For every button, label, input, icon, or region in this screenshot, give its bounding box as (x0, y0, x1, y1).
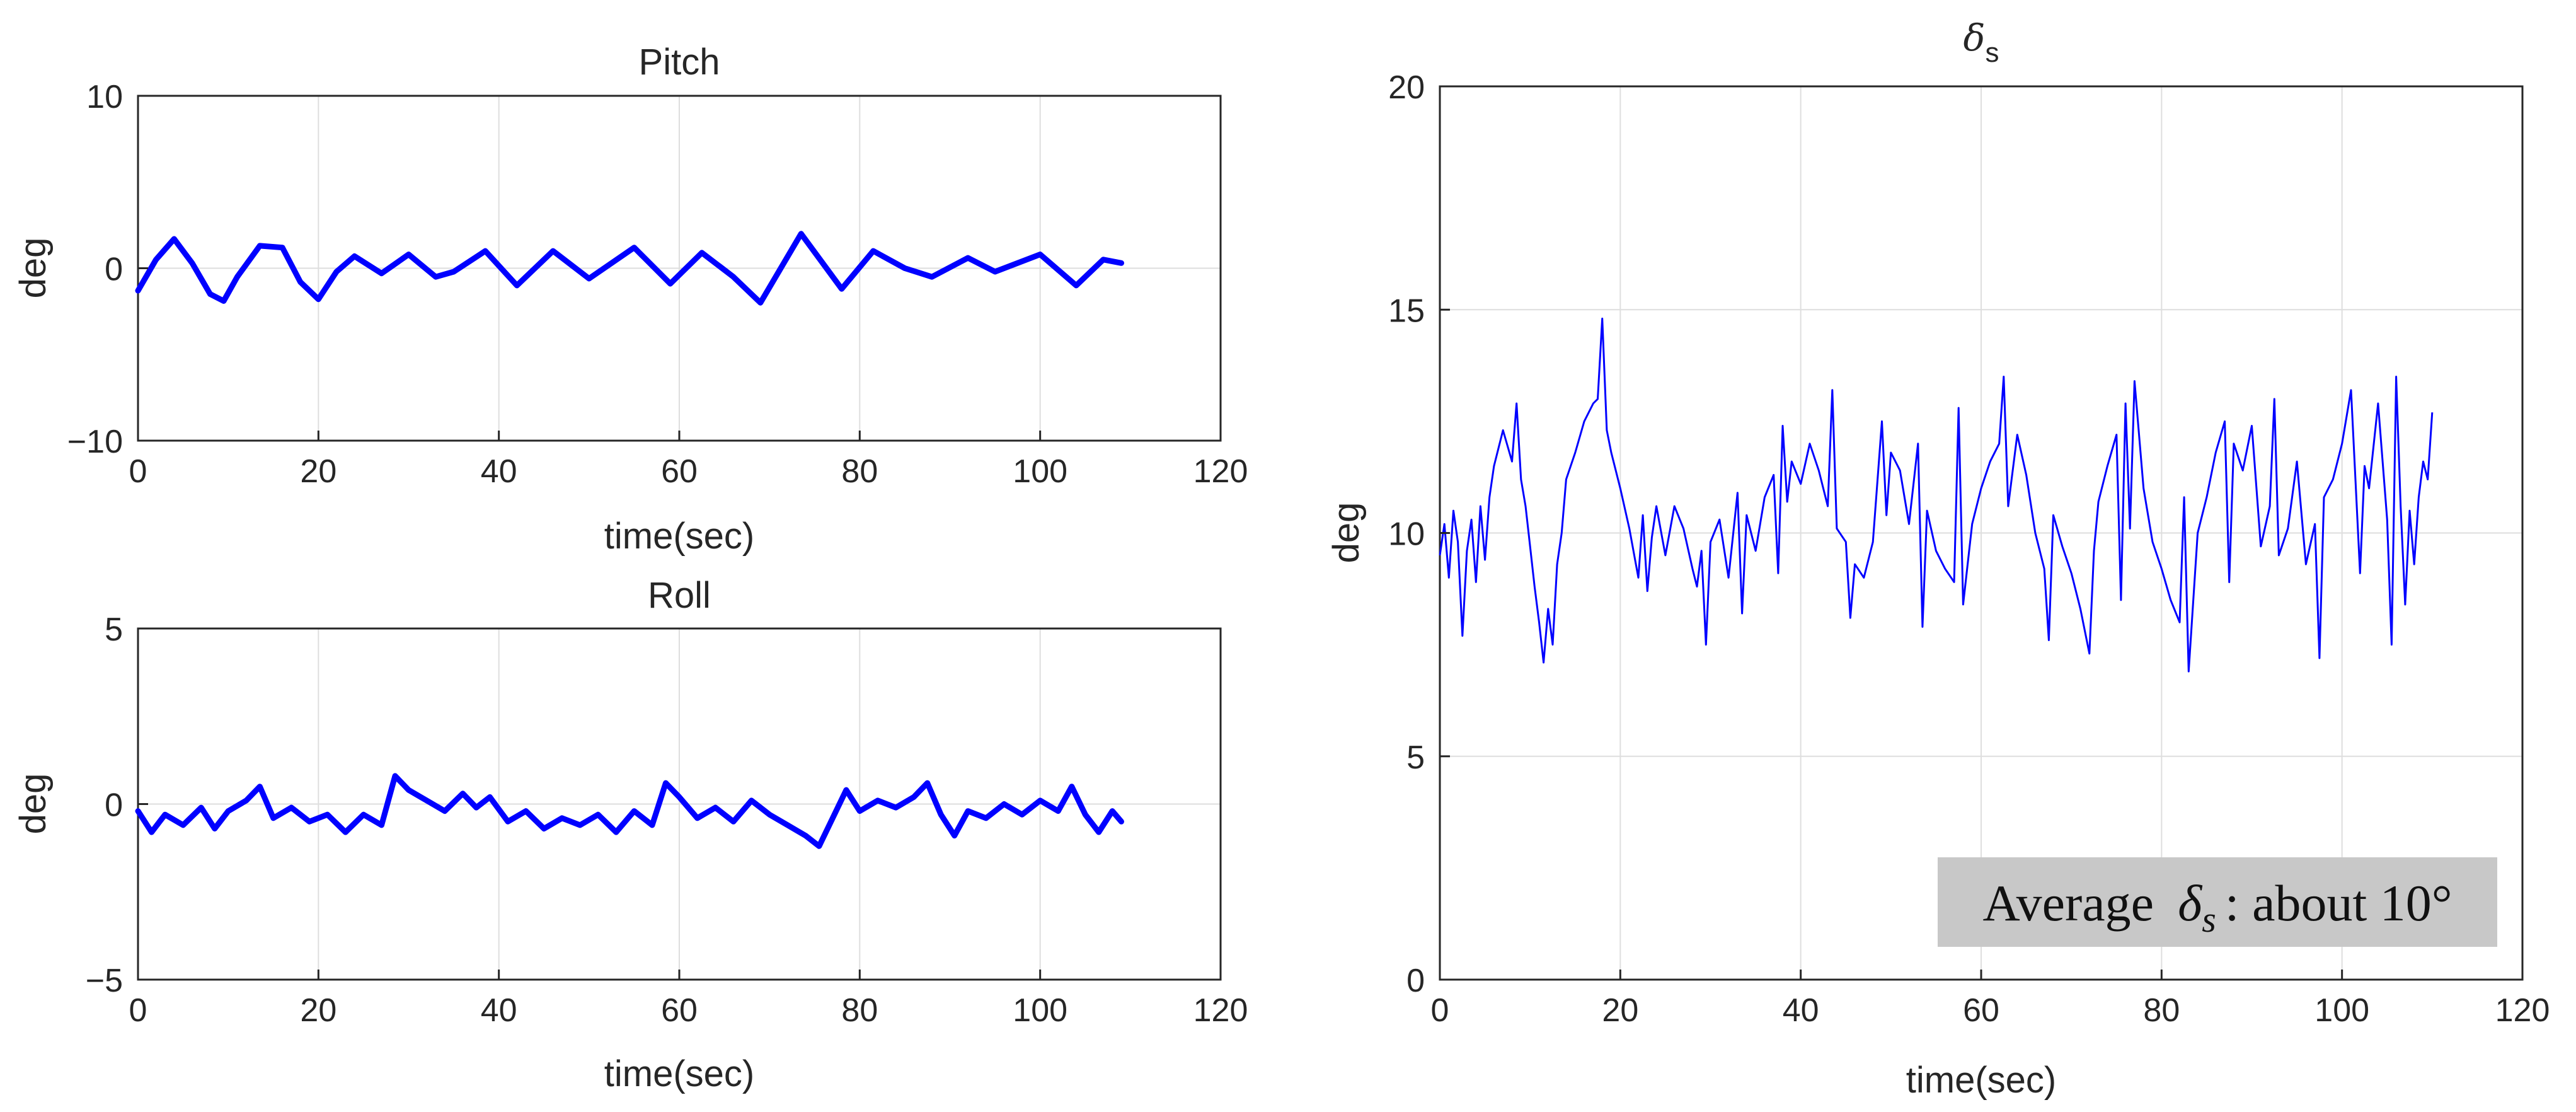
y-tick-label: 5 (105, 611, 123, 648)
x-tick-label: 40 (481, 992, 517, 1029)
y-tick-label: 0 (105, 787, 123, 824)
roll-series-line (135, 773, 1124, 849)
x-tick-label: 60 (661, 992, 698, 1029)
delta-s-series-line (1439, 317, 2434, 673)
average-annotation: Average δs: about 10° (1938, 857, 2497, 947)
delta-s-grid (1440, 86, 2522, 980)
delta-s-y-axis-label: deg (1326, 502, 1367, 564)
average-annotation-subscript: s (2202, 899, 2216, 940)
y-tick-label: −10 (67, 424, 123, 460)
x-tick-label: 60 (661, 453, 698, 490)
average-annotation-suffix: : about 10° (2225, 874, 2452, 932)
roll-x-axis-label: time(sec) (604, 1053, 754, 1094)
delta-s-title-subscript: s (1985, 37, 1999, 68)
roll-title: Roll (648, 575, 711, 616)
x-tick-label: 120 (2495, 992, 2550, 1029)
delta-s-x-axis-label: time(sec) (1906, 1060, 2056, 1101)
pitch-series-line (135, 231, 1124, 306)
average-annotation-text: Average δs: about 10° (1982, 874, 2452, 940)
average-annotation-box (1938, 857, 2497, 947)
pitch-y-axis-label: deg (13, 238, 54, 299)
roll-ticks: 0 20 40 60 80 100 120−505 (86, 611, 1248, 1029)
x-tick-label: 80 (2143, 992, 2180, 1029)
x-tick-label: 0 (129, 992, 147, 1029)
y-tick-label: 5 (1406, 739, 1425, 776)
x-tick-label: 60 (1963, 992, 1999, 1029)
roll-y-axis-label: deg (13, 773, 54, 835)
roll-panel: 0 20 40 60 80 100 120−505 Roll time(sec) deg (13, 575, 1248, 1094)
x-tick-label: 0 (129, 453, 147, 490)
x-tick-label: 20 (1602, 992, 1638, 1029)
delta-s-title: δs (1964, 16, 1999, 68)
pitch-x-axis-label: time(sec) (604, 516, 754, 557)
y-tick-label: 15 (1388, 292, 1425, 329)
x-tick-label: 100 (1013, 453, 1067, 490)
average-annotation-symbol: δ (2178, 874, 2203, 932)
y-tick-label: −5 (86, 963, 123, 999)
x-tick-label: 100 (2314, 992, 2369, 1029)
average-annotation-prefix: Average (1982, 874, 2154, 932)
x-tick-label: 120 (1193, 992, 1248, 1029)
x-tick-label: 0 (1431, 992, 1449, 1029)
x-tick-label: 40 (1783, 992, 1819, 1029)
delta-s-title-symbol: δ (1964, 16, 1986, 59)
y-tick-label: 10 (86, 79, 123, 115)
x-tick-label: 80 (841, 453, 878, 490)
x-tick-label: 40 (481, 453, 517, 490)
x-tick-label: 120 (1193, 453, 1248, 490)
x-tick-label: 20 (300, 992, 336, 1029)
y-tick-label: 20 (1388, 69, 1425, 106)
y-tick-label: 0 (1406, 963, 1425, 999)
x-tick-label: 100 (1013, 992, 1067, 1029)
x-tick-label: 20 (300, 453, 336, 490)
x-tick-label: 80 (841, 992, 878, 1029)
delta-s-ticks: 0 20 40 60 80 100 120 0 5 10 15 20 (1388, 69, 2550, 1029)
y-tick-label: 10 (1388, 516, 1425, 553)
y-tick-label: 0 (105, 252, 123, 288)
pitch-title: Pitch (639, 42, 720, 83)
